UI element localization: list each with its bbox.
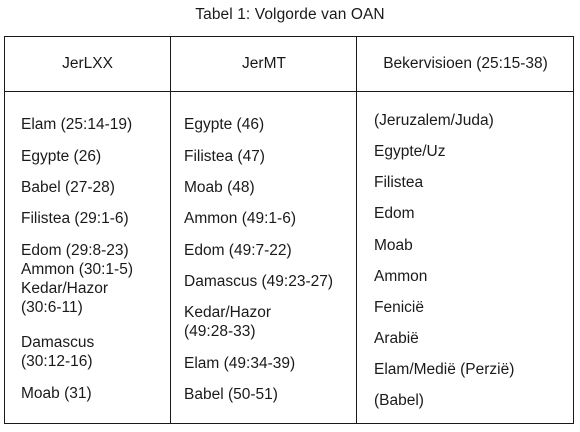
table-cell: Ammon — [374, 268, 428, 285]
table-cell: Elam (25:14-19) — [21, 116, 133, 133]
table-cell: Edom (29:8-23) — [21, 242, 129, 259]
table-cell: Elam (49:34-39) — [184, 355, 296, 372]
header-jermt: JerMT — [242, 55, 286, 72]
table-cell: Babel (50-51) — [184, 386, 278, 403]
table-cell: Moab — [374, 237, 413, 254]
table-cell: Filistea (47) — [184, 148, 265, 165]
header-divider — [5, 91, 573, 92]
header-bekervisioen: Bekervisioen (25:15-38) — [383, 55, 548, 72]
table-cell: Arabië — [374, 330, 419, 347]
table-cell: Damascus (49:23-27) — [184, 273, 334, 290]
table-cell: Damascus — [21, 334, 95, 351]
table-cell: (Jeruzalem/Juda) — [374, 112, 494, 129]
table-cell: Babel (27-28) — [21, 179, 115, 196]
table-cell: Moab (31) — [21, 385, 92, 402]
table-cell: Moab (48) — [184, 179, 255, 196]
table-cell: Filistea — [374, 174, 424, 191]
table-cell: Egypte (26) — [21, 148, 102, 165]
table-cell: (Babel) — [374, 392, 424, 409]
table-cell: Edom (49:7-22) — [184, 242, 292, 259]
table-cell: Ammon (49:1-6) — [184, 210, 296, 227]
column-divider-2 — [356, 37, 357, 423]
header-jerlxx: JerLXX — [62, 55, 113, 72]
table-cell: Elam/Medië (Perzië) — [374, 361, 515, 378]
table-cell: Kedar/Hazor — [184, 304, 272, 321]
table-cell: Ammon (30:1-5) — [21, 261, 133, 278]
table-cell: Filistea (29:1-6) — [21, 210, 129, 227]
table-cell: (30:6-11) — [21, 299, 83, 316]
table-cell: (49:28-33) — [184, 323, 256, 340]
table-cell: Fenicië — [374, 299, 424, 316]
table-cell: (30:12-16) — [21, 353, 93, 370]
table-caption: Tabel 1: Volgorde van OAN — [195, 6, 385, 23]
table-cell: Kedar/Hazor — [21, 280, 109, 297]
table-cell: Egypte (46) — [184, 116, 265, 133]
column-divider-1 — [170, 37, 171, 423]
table-cell: Egypte/Uz — [374, 143, 446, 160]
order-table: JerLXX JerMT Bekervisioen (25:15-38) Ela… — [4, 36, 574, 424]
table-cell: Edom — [374, 205, 415, 222]
